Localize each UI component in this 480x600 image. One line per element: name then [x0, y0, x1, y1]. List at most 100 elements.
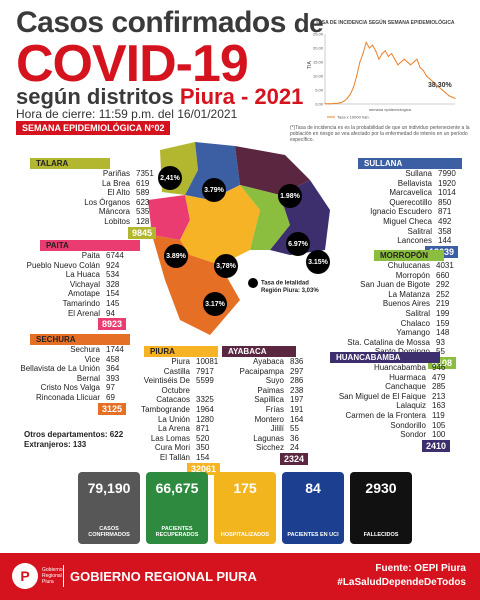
province-huancabamba: HUANCABAMBA Huancabamba 946 Huarmaca 479 Can…	[330, 352, 450, 452]
district-row: Chalaco 159	[330, 319, 456, 329]
district-row: Miguel Checa 492	[358, 217, 462, 227]
district-row: El Tallán 154	[118, 453, 220, 463]
district-cases: 534	[106, 270, 120, 280]
district-name: Tambogrande	[141, 404, 190, 414]
epi-week-badge: SEMANA EPIDEMIOLÓGICA N°02	[16, 121, 171, 135]
stat-confirmed: 79,190 CASOS CONFIRMADOS	[78, 472, 140, 544]
district-name: Suyo	[265, 376, 284, 386]
district-name: Lagunas	[253, 433, 284, 443]
footer: P Gobierno Regional Piura GOBIERNO REGIO…	[0, 553, 480, 600]
district-cases: 292	[436, 280, 450, 290]
incidence-point	[429, 78, 431, 80]
district-row: Yamango 148	[330, 328, 456, 338]
district-cases: 1014	[438, 188, 456, 198]
district-name: Lalaquiz	[396, 401, 426, 411]
district-name: Jililí	[270, 424, 284, 434]
district-row: San Juan de Bigote 292	[330, 280, 456, 290]
province-ayabaca: AYABACA Ayabaca 836 Pacaipampa 297 Suyo 286 Pa…	[222, 346, 308, 465]
piura-map: 2,41% 3.79% 1.98% 3.89% 3,78% 6.97% 3.15…	[140, 140, 340, 350]
district-cases: 364	[106, 364, 120, 374]
total-ayabaca: 2324	[279, 452, 308, 465]
province-sechura: SECHURA Sechura 1744 Vice 458 Bellavista de …	[16, 334, 130, 415]
district-cases: 350	[196, 443, 210, 453]
map-label-talara: 2,41%	[158, 166, 182, 190]
y-tick-label: 20.00	[313, 46, 324, 51]
stat-deceased: 2930 FALLECIDOS	[350, 472, 412, 544]
district-row: Catacaos 3325	[118, 395, 220, 405]
incidence-point	[454, 97, 456, 99]
district-row: Pariñas 7351	[30, 169, 156, 179]
district-name: El Arenal	[67, 308, 100, 318]
district-cases: 589	[136, 188, 150, 198]
district-cases: 148	[436, 328, 450, 338]
district-name: Rinconada Llicuar	[35, 392, 100, 402]
stat-icu: 84 PACIENTES EN UCI	[282, 472, 344, 544]
incidence-point	[359, 61, 361, 63]
incidence-series-line	[325, 41, 456, 105]
district-name: Sta. Catalina de Mossa	[347, 337, 430, 347]
district-row: La Matanza 252	[330, 290, 456, 300]
incidence-point	[346, 97, 348, 99]
district-row: Pacaipampa 297	[222, 367, 308, 377]
district-cases: 285	[432, 382, 446, 392]
district-name: Sullana	[405, 169, 432, 178]
district-cases: 128	[136, 216, 150, 226]
district-name: Huarmaca	[389, 372, 426, 382]
district-row: Huarmaca 479	[330, 373, 450, 383]
district-cases: 286	[290, 376, 304, 386]
district-cases: 492	[438, 216, 452, 226]
incidence-chart: TASA DE INCIDENCIA SEGÚN SEMANA EPIDEMIO…	[305, 20, 465, 125]
district-row: San Miguel de El Faique 213	[330, 392, 450, 402]
district-name: Pueblo Nuevo Colán	[26, 260, 100, 270]
district-cases: 36	[290, 433, 299, 443]
district-cases: 1920	[438, 178, 456, 188]
district-row: Sta. Catalina de Mossa 93	[330, 338, 456, 348]
district-name: San Miguel de El Faique	[338, 391, 426, 401]
map-label-paita: 3.89%	[164, 244, 188, 268]
district-cases: 1744	[106, 345, 124, 354]
district-name: Máncora	[98, 207, 130, 217]
district-row: Vichayal 328	[16, 280, 140, 290]
district-name: Sechura	[70, 345, 100, 354]
district-name: Huancabamba	[373, 363, 426, 372]
district-name: Sondor	[400, 430, 426, 440]
district-name: Las Lomas	[150, 433, 190, 443]
map-label-sullana: 3.79%	[202, 178, 226, 202]
district-cases: 238	[290, 385, 304, 395]
district-row: Huancabamba 946	[330, 363, 450, 373]
district-cases: 100	[432, 430, 446, 440]
incidence-point	[425, 75, 428, 77]
province-morropon: MORROPÓN Chulucanas 4031 Morropón 660 San Ju…	[330, 250, 456, 369]
y-tick-label: 10.00	[313, 74, 324, 79]
district-row: Lagunas 36	[222, 434, 308, 444]
district-cases: 145	[106, 298, 120, 308]
map-label-piura: 3,78%	[214, 254, 238, 278]
y-axis-label: TIA	[307, 61, 313, 69]
district-cases: 924	[106, 260, 120, 270]
title-line3: según distritos Piura - 2021	[16, 84, 304, 109]
district-cases: 199	[436, 308, 450, 318]
district-name: Piura	[171, 357, 190, 366]
district-cases: 4031	[436, 261, 454, 270]
district-name: Marcavelica	[389, 188, 432, 198]
map-sullana	[185, 142, 240, 200]
district-cases: 252	[436, 289, 450, 299]
district-row: Jililí 55	[222, 424, 308, 434]
district-cases: 1964	[196, 404, 214, 414]
district-cases: 358	[438, 226, 452, 236]
incidence-point	[451, 96, 453, 98]
district-name: Montero	[254, 414, 284, 424]
y-tick-label: 15.00	[313, 60, 324, 65]
district-cases: 520	[196, 433, 210, 443]
district-name: Sapillica	[254, 395, 284, 405]
district-row: Canchaque 285	[330, 382, 450, 392]
map-label-ayabaca: 1.98%	[278, 184, 302, 208]
lethality-rate: Tasa de letalidad Región Piura: 3,03%	[248, 278, 319, 296]
district-row: El Alto 589	[30, 188, 156, 198]
map-paita	[148, 195, 190, 240]
district-row: La Huaca 534	[16, 270, 140, 280]
incidence-point	[406, 61, 408, 63]
district-cases: 97	[106, 383, 115, 393]
district-cases: 10081	[196, 357, 219, 366]
total-talara: 9845	[127, 226, 156, 239]
